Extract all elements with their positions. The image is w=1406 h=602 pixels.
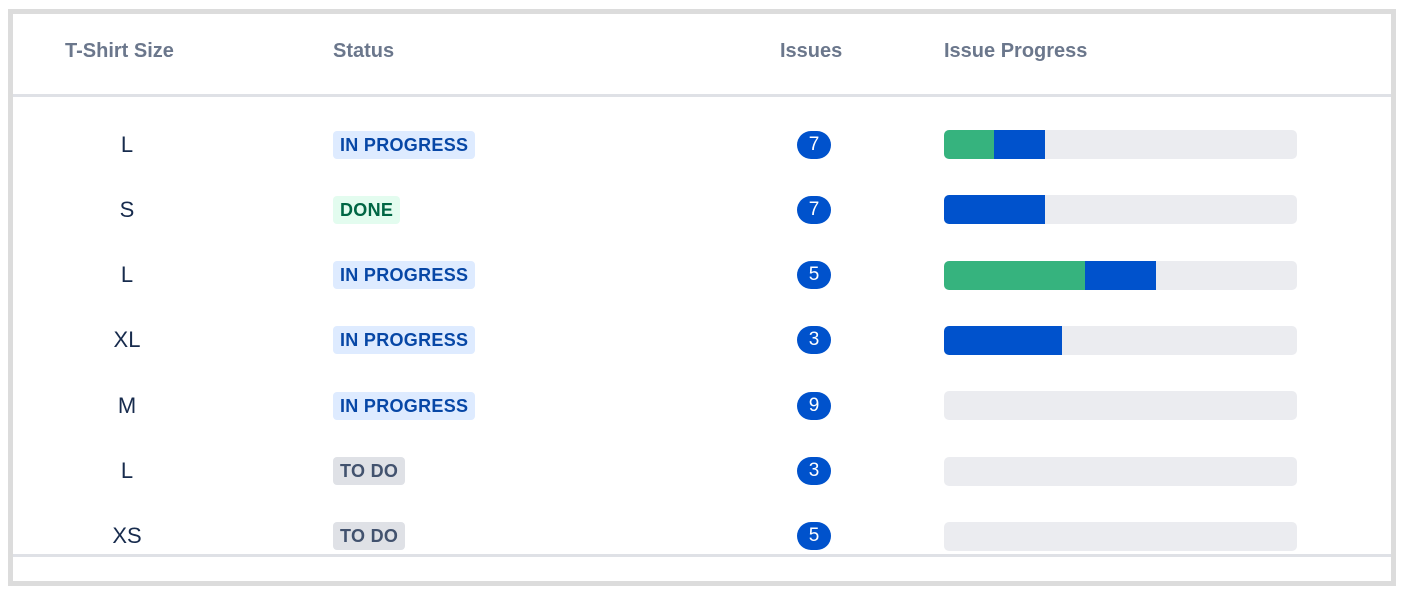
issue-count-badge[interactable]: 5 xyxy=(797,261,831,290)
issue-progress-cell xyxy=(944,177,1297,242)
status-cell: TO DO xyxy=(333,504,406,569)
status-lozenge: DONE xyxy=(333,195,401,224)
table-row[interactable]: M IN PROGRESS 9 xyxy=(13,373,1391,438)
progress-segment-in-progress xyxy=(944,325,1062,355)
status-lozenge: TO DO xyxy=(333,522,406,551)
issues-cell: 5 xyxy=(796,504,832,569)
issue-progress-cell xyxy=(944,439,1297,504)
progress-segment-done xyxy=(944,260,1086,290)
issue-progress-bar[interactable] xyxy=(944,260,1297,290)
table-row[interactable]: XL IN PROGRESS 3 xyxy=(13,308,1391,373)
issue-count-badge[interactable]: 5 xyxy=(797,522,831,551)
table-frame: T-Shirt Size Status Issues Issue Progres… xyxy=(8,9,1396,586)
issues-cell: 7 xyxy=(796,112,832,177)
tshirt-size-cell: XS xyxy=(112,523,142,549)
issue-count-badge[interactable]: 3 xyxy=(797,457,831,485)
issue-progress-bar[interactable] xyxy=(944,325,1297,355)
issue-progress-cell xyxy=(944,373,1297,438)
status-cell: IN PROGRESS xyxy=(333,373,476,438)
issue-count-badge[interactable]: 7 xyxy=(797,130,831,159)
issues-cell: 9 xyxy=(796,373,832,438)
issue-progress-bar[interactable] xyxy=(944,130,1297,159)
issue-progress-bar[interactable] xyxy=(944,521,1297,551)
status-lozenge: IN PROGRESS xyxy=(333,326,476,355)
issue-progress-bar[interactable] xyxy=(944,195,1297,225)
status-lozenge: IN PROGRESS xyxy=(333,130,476,159)
tshirt-size-cell: L xyxy=(120,131,134,157)
tshirt-size-cell: L xyxy=(120,262,134,288)
issues-cell: 5 xyxy=(796,243,832,308)
progress-segment-done xyxy=(944,130,995,159)
issue-progress-cell xyxy=(944,504,1297,569)
table-row[interactable]: L TO DO 3 xyxy=(13,439,1391,504)
status-cell: DONE xyxy=(333,177,401,242)
status-cell: IN PROGRESS xyxy=(333,243,476,308)
issue-progress-bar[interactable] xyxy=(944,456,1297,486)
issue-count-badge[interactable]: 7 xyxy=(797,195,831,224)
issue-count-badge[interactable]: 3 xyxy=(797,326,831,355)
status-cell: TO DO xyxy=(333,439,406,504)
status-cell: IN PROGRESS xyxy=(333,308,476,373)
column-header-tshirt-size[interactable]: T-Shirt Size xyxy=(65,40,174,62)
issue-progress-bar[interactable] xyxy=(944,391,1297,421)
table-row[interactable]: L IN PROGRESS 5 xyxy=(13,243,1391,308)
table-row[interactable]: XS TO DO 5 xyxy=(13,504,1391,569)
progress-segment-in-progress xyxy=(994,130,1045,159)
table-row[interactable]: S DONE 7 xyxy=(13,177,1391,242)
issue-progress-cell xyxy=(944,243,1297,308)
issue-count-badge[interactable]: 9 xyxy=(797,391,831,420)
table-footer-divider xyxy=(13,554,1391,557)
status-lozenge: IN PROGRESS xyxy=(333,391,476,420)
progress-segment-in-progress xyxy=(944,195,1045,225)
table-row[interactable]: L IN PROGRESS 7 xyxy=(13,112,1391,177)
issues-cell: 3 xyxy=(796,308,832,373)
tshirt-size-cell: L xyxy=(120,458,134,483)
tshirt-size-cell: S xyxy=(119,196,135,222)
issues-cell: 7 xyxy=(796,177,832,242)
issue-progress-cell xyxy=(944,112,1297,177)
issue-progress-cell xyxy=(944,308,1297,373)
tshirt-size-cell: XL xyxy=(113,327,141,353)
table-header: T-Shirt Size Status Issues Issue Progres… xyxy=(13,14,1391,97)
status-lozenge: TO DO xyxy=(333,457,406,485)
issues-table: T-Shirt Size Status Issues Issue Progres… xyxy=(13,14,1391,581)
column-header-status[interactable]: Status xyxy=(333,40,395,62)
column-header-issues[interactable]: Issues xyxy=(780,40,843,62)
issues-cell: 3 xyxy=(796,439,832,504)
column-header-issue-progress[interactable]: Issue Progress xyxy=(944,40,1088,62)
status-lozenge: IN PROGRESS xyxy=(333,261,476,290)
status-cell: IN PROGRESS xyxy=(333,112,476,177)
progress-segment-in-progress xyxy=(1085,260,1156,290)
tshirt-size-cell: M xyxy=(117,392,137,418)
